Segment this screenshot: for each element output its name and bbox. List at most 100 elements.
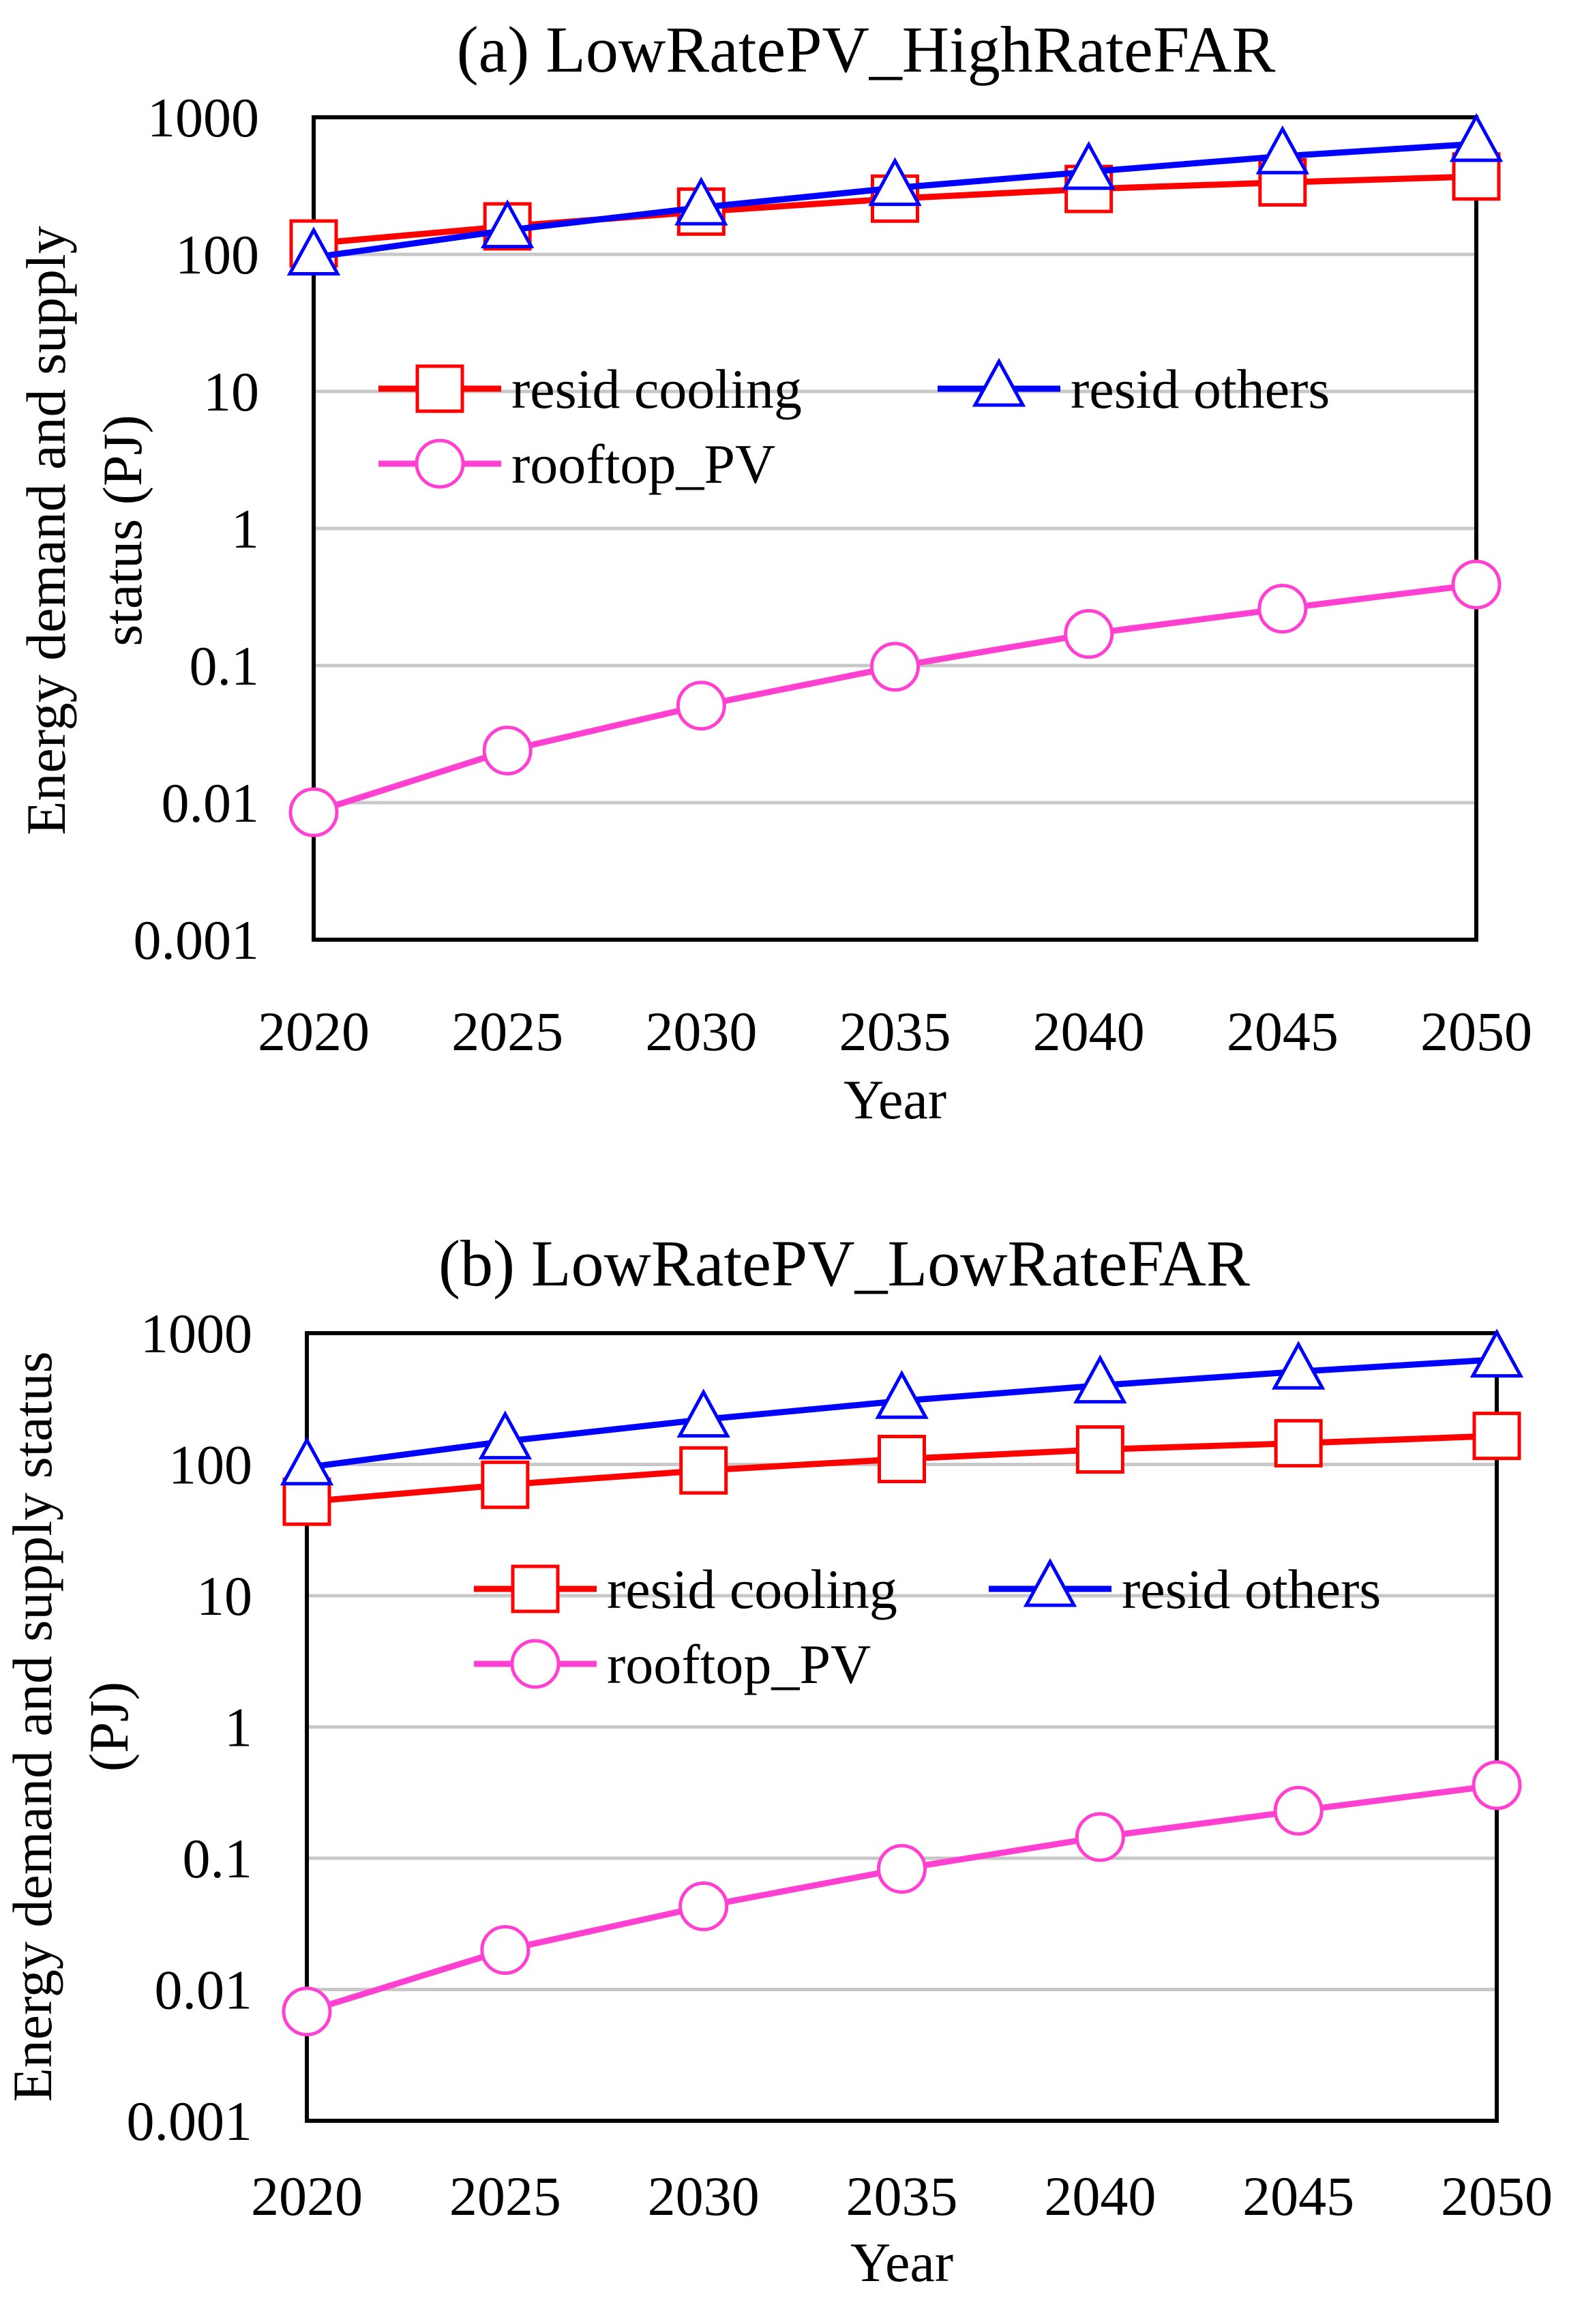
legend-entry: rooftop_PV [474,1633,871,1695]
data-point [478,1410,533,1460]
data-point [288,787,339,837]
legend-entry: rooftop_PV [378,433,775,495]
data-point [1451,559,1502,610]
y-tick-label: 0.1 [183,1828,253,1890]
data-point [1274,1418,1323,1468]
data-point [480,1925,531,1976]
x-tick-label: 2045 [1242,2165,1354,2227]
y-axis-label-line: Energy demand and supply status [1,1352,63,2102]
y-tick-label: 0.01 [162,772,260,834]
y-tick-label: 100 [175,224,259,286]
data-point [1472,1760,1522,1811]
legend-entry: resid others [938,357,1330,420]
legend-label: resid others [1122,1558,1381,1620]
y-tick-label: 1 [231,498,259,560]
data-point [282,1477,331,1526]
x-axis-label: Year [844,1069,946,1131]
data-point [1449,113,1504,162]
legend-entry: resid cooling [378,358,802,420]
data-point [676,1388,730,1438]
legend-marker [415,364,464,413]
data-point [286,226,341,275]
data-point [1273,1785,1324,1836]
data-point [1255,125,1310,175]
x-tick-label: 2020 [251,2165,363,2227]
series-resid-others [286,113,1504,275]
legend-marker [972,357,1026,407]
x-tick-label: 2030 [648,2165,760,2227]
data-point [1271,1341,1326,1390]
data-point [1469,1328,1524,1378]
series-resid-cooling [282,1412,1521,1526]
data-point [676,681,726,731]
data-point [482,726,533,776]
data-point [868,157,922,207]
legend-marker [415,438,465,489]
series-resid-others [280,1328,1524,1486]
x-tick-label: 2035 [839,1000,951,1062]
legend: resid cooling resid others rooftop_PV [474,1558,1381,1695]
data-point [1062,140,1116,190]
data-point [1257,584,1308,634]
y-tick-label: 0.001 [127,2090,253,2152]
legend: resid cooling resid others rooftop_PV [378,357,1330,495]
x-tick-label: 2035 [846,2165,958,2227]
data-point [480,199,535,249]
data-point [870,642,920,692]
y-tick-label: 0.001 [134,909,260,971]
y-tick-label: 10 [196,1565,252,1627]
chart-title: (a) LowRatePV_HighRateFAR [457,13,1276,86]
y-tick-label: 1000 [140,1302,252,1365]
legend-label: resid cooling [607,1558,897,1620]
x-tick-label: 2025 [451,1000,563,1062]
y-tick-label: 0.01 [155,1959,253,2021]
x-tick-label: 2050 [1420,1000,1532,1062]
legend-entry: resid others [989,1558,1381,1620]
plot-area-border [312,115,1478,942]
x-tick-label: 2040 [1033,1000,1145,1062]
data-point [282,1986,332,2037]
data-point [481,1460,530,1509]
data-point [877,1844,927,1894]
plot-area-border [305,1331,1499,2123]
x-tick-label: 2025 [449,2165,561,2227]
y-tick-label: 100 [168,1434,252,1496]
data-point [1073,1354,1127,1404]
legend-label: resid cooling [511,358,802,420]
legend-label: resid others [1071,358,1330,420]
legend-entry: resid cooling [474,1558,897,1620]
x-tick-label: 2040 [1044,2165,1156,2227]
y-axis-label-line: (PJ) [78,1682,140,1772]
x-tick-label: 2020 [258,1000,370,1062]
data-point [1472,1412,1521,1461]
y-axis-label-line: Energy demand and supply [15,226,77,835]
series-rooftop-pv [288,559,1502,837]
data-point [678,1881,729,1932]
x-axis-label: Year [850,2231,953,2293]
data-point [674,176,728,226]
series-rooftop-pv [282,1760,1522,2037]
chart-title: (b) LowRatePV_LowRateFAR [438,1227,1250,1300]
x-tick-label: 2030 [645,1000,757,1062]
y-tick-label: 0.1 [190,635,260,697]
data-point [875,1370,929,1419]
data-point [1075,1812,1125,1862]
legend-marker [511,1564,560,1613]
chart-b: (b) LowRatePV_LowRateFAR 1000 100 10 1 0.1 0.0… [1,1227,1553,2293]
chart-a: (a) LowRatePV_HighRateFAR 1000 100 10 1 0.1 0.… [15,13,1532,1131]
legend-label: rooftop_PV [607,1633,871,1695]
legend-marker [510,1639,561,1689]
y-tick-label: 1 [224,1697,252,1759]
data-point [280,1436,334,1486]
y-axis-label-line: status (PJ) [91,415,153,646]
y-tick-label: 10 [203,361,259,423]
x-tick-label: 2045 [1227,1000,1339,1062]
data-point [1064,609,1114,659]
legend-marker [1023,1558,1077,1607]
data-point [679,1446,728,1495]
legend-label: rooftop_PV [511,433,775,495]
x-tick-label: 2050 [1441,2165,1553,2227]
data-point [878,1435,926,1484]
y-tick-label: 1000 [147,87,259,149]
